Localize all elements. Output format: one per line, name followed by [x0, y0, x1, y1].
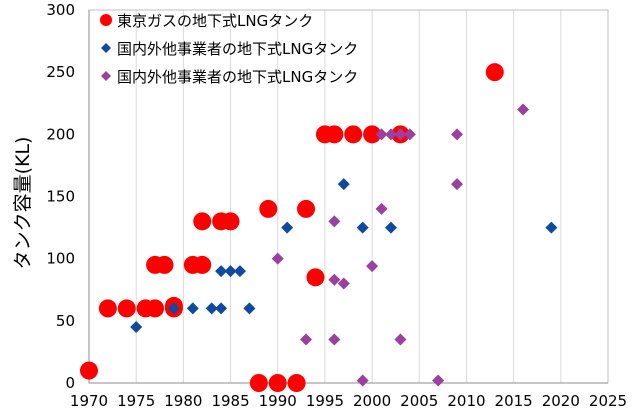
point-s1-9	[281, 221, 294, 234]
x-tick-label-2025: 2025	[589, 392, 627, 410]
grid-lines	[135, 10, 609, 383]
x-tick-label-1985: 1985	[211, 392, 249, 410]
y-tick-label-250: 250	[46, 63, 75, 81]
legend-entry-0: 東京ガスの地下式LNGタンク	[100, 12, 313, 30]
y-axis-label: タンク容量(KL)	[12, 137, 34, 270]
point-s1-2	[186, 302, 199, 315]
point-s2-7	[366, 260, 379, 273]
x-tick-label-1975: 1975	[117, 392, 155, 410]
legend-label-1: 国内外他事業者の地下式LNGタンク	[117, 40, 358, 58]
point-s2-14	[432, 374, 445, 387]
point-s0-0	[80, 361, 98, 380]
point-s2-16	[451, 178, 464, 191]
point-s1-1	[167, 302, 180, 315]
point-s2-13	[394, 333, 407, 346]
point-s0-6	[155, 255, 174, 274]
legend-label-2: 国内外他事業者の地下式LNGタンク	[117, 68, 358, 86]
point-s1-11	[356, 221, 369, 234]
legend-marker-1	[101, 43, 111, 53]
point-s2-4	[337, 277, 350, 290]
point-s0-19	[306, 268, 325, 287]
point-s2-6	[356, 374, 369, 387]
point-s2-8	[375, 202, 388, 215]
point-s2-1	[300, 333, 313, 346]
point-s0-10	[193, 255, 212, 274]
point-s1-10	[337, 178, 350, 191]
y-tick-label-200: 200	[46, 125, 75, 143]
point-s0-1	[98, 299, 117, 318]
legend-marker-2	[101, 71, 111, 81]
data-points	[80, 63, 558, 392]
y-tick-label-50: 50	[56, 312, 75, 330]
point-s2-10	[384, 128, 397, 141]
legend-label-0: 東京ガスの地下式LNGタンク	[117, 12, 313, 30]
point-s0-21	[325, 125, 344, 144]
x-tick-label-2015: 2015	[495, 392, 533, 410]
point-s0-18	[297, 199, 316, 218]
point-s1-5	[215, 265, 228, 278]
axes	[88, 9, 609, 384]
y-tick-label-150: 150	[46, 188, 75, 206]
point-s1-6	[224, 265, 237, 278]
point-s2-12	[403, 128, 416, 141]
y-tick-label-300: 300	[46, 1, 75, 19]
y-tick-label-100: 100	[46, 250, 75, 268]
point-s0-2	[117, 299, 136, 318]
point-s2-0	[271, 252, 284, 265]
tick-labels: 1970 1975 1980 1985 1990 1995 2000 2005 2010 2015…	[46, 1, 627, 410]
point-s2-9	[375, 128, 388, 141]
point-s1-0	[130, 321, 143, 334]
point-s2-3	[328, 273, 341, 286]
legend-marker-0	[100, 14, 112, 26]
point-s0-16	[268, 374, 287, 392]
series-2	[271, 103, 530, 387]
x-tick-label-1980: 1980	[164, 392, 202, 410]
x-tick-label-1970: 1970	[70, 392, 108, 410]
point-s2-17	[517, 103, 530, 116]
point-s1-8	[243, 302, 256, 315]
point-s2-5	[328, 333, 341, 346]
point-s0-11	[193, 212, 212, 231]
point-s0-4	[146, 299, 165, 318]
point-s1-12	[384, 221, 397, 234]
point-s1-4	[215, 302, 228, 315]
legend-entry-1: 国内外他事業者の地下式LNGタンク	[101, 40, 358, 58]
point-s2-11	[394, 128, 407, 141]
point-s1-13	[545, 221, 558, 234]
series-1	[130, 178, 558, 334]
plot-border	[88, 9, 609, 384]
point-s0-22	[344, 125, 363, 144]
point-s0-25	[485, 63, 504, 82]
x-tick-label-2005: 2005	[400, 392, 438, 410]
legend: 東京ガスの地下式LNGタンク国内外他事業者の地下式LNGタンク国内外他事業者の地…	[100, 12, 358, 86]
x-tick-label-1990: 1990	[259, 392, 297, 410]
y-tick-label-0: 0	[65, 374, 75, 392]
x-tick-label-2000: 2000	[353, 392, 391, 410]
x-tick-label-1995: 1995	[306, 392, 344, 410]
point-s2-15	[451, 128, 464, 141]
x-tick-label-2020: 2020	[542, 392, 580, 410]
point-s0-15	[259, 199, 278, 218]
x-tick-label-2010: 2010	[447, 392, 485, 410]
legend-entry-2: 国内外他事業者の地下式LNGタンク	[101, 68, 358, 86]
point-s1-7	[233, 265, 246, 278]
point-s0-23	[363, 125, 382, 144]
point-s2-2	[328, 215, 341, 228]
point-s0-17	[287, 374, 306, 392]
point-s0-14	[249, 374, 268, 392]
point-s0-13	[221, 212, 240, 231]
point-s1-3	[205, 302, 218, 315]
series-0	[80, 63, 504, 392]
